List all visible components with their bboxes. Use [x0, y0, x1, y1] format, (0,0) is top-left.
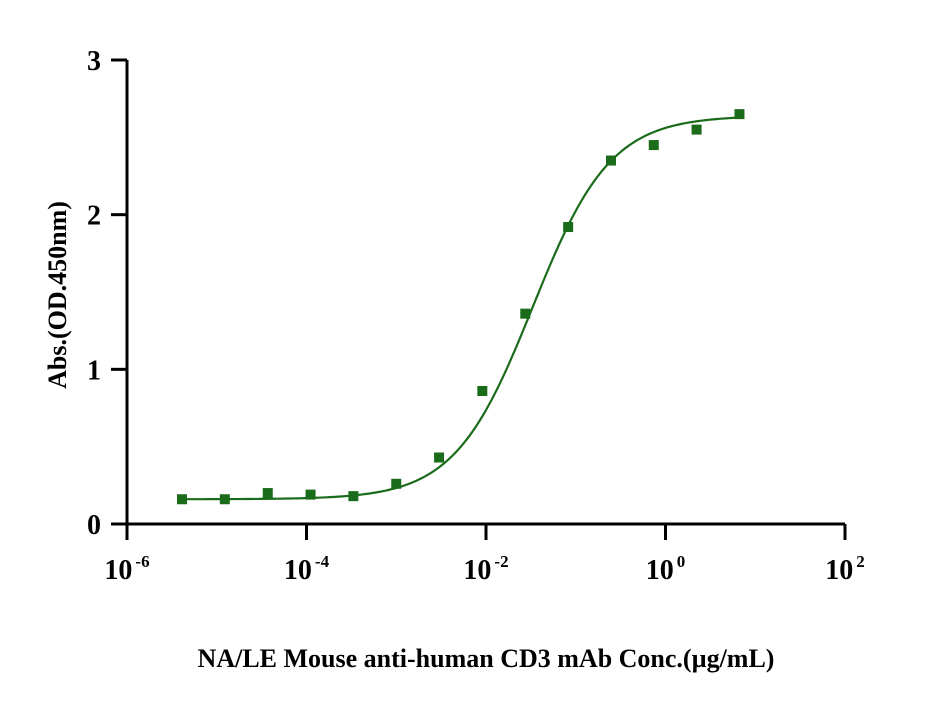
y-tick-label: 1: [87, 355, 101, 386]
data-point: [605, 155, 616, 166]
x-tick-label: 10 -4: [284, 552, 330, 586]
y-tick-label: 2: [87, 201, 101, 232]
y-axis-title: Abs.(OD.450nm): [43, 201, 72, 389]
axes: [125, 60, 845, 526]
data-point: [348, 491, 359, 502]
data-point: [520, 308, 531, 319]
data-points: [176, 109, 745, 505]
x-tick-label: 10 -2: [463, 552, 508, 586]
data-point: [391, 478, 402, 489]
data-point: [477, 385, 488, 396]
data-point: [176, 494, 187, 505]
data-point: [734, 109, 745, 120]
data-point: [219, 494, 230, 505]
x-tick-label: 10 0: [646, 552, 686, 586]
y-tick-label: 0: [87, 510, 101, 541]
x-axis-ticks: 10 -6 10 -4 10 -2 10 0 10 2: [104, 524, 865, 586]
y-axis-ticks: 0 1 2 3: [87, 46, 127, 541]
x-axis-title: NA/LE Mouse anti-human CD3 mAb Conc.(µg/…: [198, 644, 775, 673]
fit-curve: [181, 116, 740, 501]
data-point: [648, 140, 659, 151]
data-point: [434, 452, 445, 463]
y-tick-label: 3: [87, 46, 101, 77]
x-tick-label: 10 -6: [104, 552, 149, 586]
data-point: [305, 489, 316, 500]
x-tick-label: 10 2: [825, 552, 865, 586]
data-point: [691, 124, 702, 135]
data-point: [563, 222, 574, 233]
data-point: [262, 488, 273, 499]
